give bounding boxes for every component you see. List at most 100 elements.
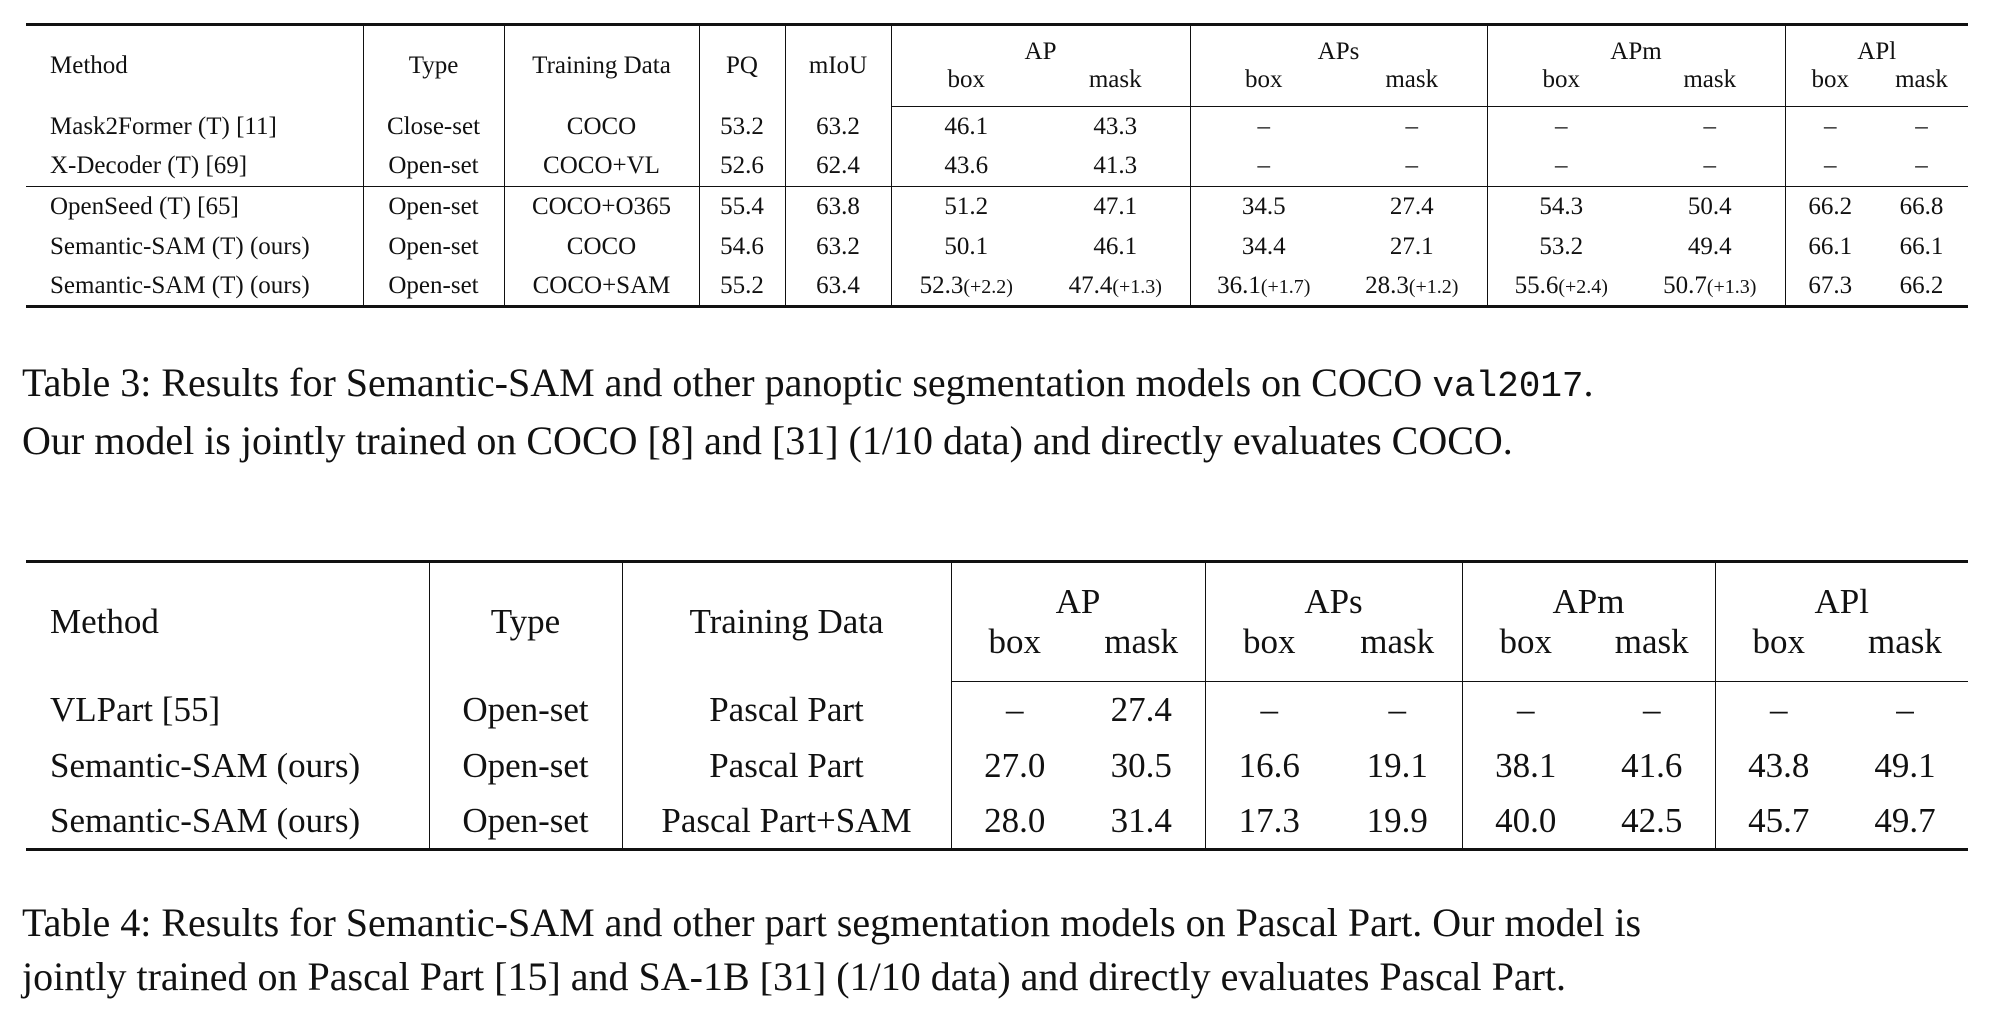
group-header: APs [1190,24,1488,66]
table-3-caption: Table 3: Results for Semantic-SAM and ot… [22,356,1594,468]
cell: COCO+O365 [504,186,700,227]
cell: 66.1 [1808,232,1853,260]
cell: COCO [504,106,700,147]
sub-header: mask [1842,621,1968,682]
cell: 31.4 [1078,793,1206,850]
column-header: PQ [699,24,786,107]
cell: 50.1 [944,232,989,260]
cell: 55.6(+2.4) [1487,267,1635,307]
table-row: Semantic-SAM (T) (ours) Open-set COCO+SAM 5… [26,266,1968,307]
table-head: Method Type Training Data AP APs APm APl box mas… [26,561,1968,682]
cell: – [1770,689,1788,729]
cell: 63.8 [785,186,892,227]
cell: 27.0 [984,745,1046,785]
cell-value: 36.1 [1217,271,1261,299]
cell: Open-set [363,146,505,187]
cell: – [1555,152,1568,180]
sub-header: mask [1337,65,1488,107]
sub-header: box [1205,621,1333,682]
table-row: Semantic-SAM (ours) Open-set Pascal Part 27… [26,737,1968,794]
cell: – [1337,146,1488,187]
cell: Pascal Part+SAM [622,793,952,850]
cell: COCO+SAM [504,266,700,307]
column-header: Type [363,24,505,107]
cell: 66.8 [1875,186,1968,227]
cell: 62.4 [785,146,892,187]
cell: Semantic-SAM (ours) [26,737,430,794]
caption-code: val2017 [1432,366,1584,407]
table-4-caption: Table 4: Results for Semantic-SAM and ot… [22,896,1641,1004]
table-row: Semantic-SAM (T) (ours) Open-set COCO 54.6 6… [26,226,1968,267]
cell: – [1635,146,1786,187]
cell: 53.2 [699,106,786,147]
cell: 63.2 [785,226,892,267]
column-header: Type [429,561,623,682]
cell: 67.3 [1808,271,1853,299]
cell: 34.4 [1241,232,1286,260]
column-header: Training Data [504,24,700,107]
cell: 28.0 [984,800,1046,840]
cell: 34.5 [1190,186,1337,227]
cell: 19.9 [1333,793,1463,850]
cell: 66.1 [1899,232,1944,260]
cell: Open-set [363,186,505,227]
cell-value: 55.6 [1514,271,1559,299]
cell: 55.2 [699,266,786,307]
table-row: X-Decoder (T) [69] Open-set COCO+VL 52.6 62.… [26,146,1968,187]
column-header: Method [26,561,430,682]
table-row: Semantic-SAM (ours) Open-set Pascal Part+S… [26,793,1968,850]
cell: 30.5 [1078,737,1206,794]
cell: 53.2 [1539,232,1584,260]
caption-text: Our model is jointly trained on COCO [8]… [22,418,1513,463]
cell: 17.3 [1238,800,1300,840]
sub-header: box [951,621,1078,682]
table-body: Mask2Former (T) [11] Close-set COCO 53.2 63.… [26,106,1968,307]
cell: VLPart [55] [26,681,430,738]
cell: COCO [504,226,700,267]
cell: – [1333,681,1463,738]
sub-header: box [1190,65,1337,107]
caption-line: Our model is jointly trained on COCO [8]… [22,414,1594,468]
column-header: Training Data [622,561,952,682]
cell: – [1337,106,1488,147]
sub-header: mask [1041,65,1191,107]
cell: Open-set [429,681,623,738]
group-header: APs [1205,561,1463,622]
cell: 49.1 [1874,745,1936,785]
group-header: AP [891,24,1191,66]
caption-text: Table 4: Results for Semantic-SAM and ot… [22,900,1642,945]
cell: Close-set [363,106,505,147]
cell: X-Decoder (T) [69] [26,146,364,187]
header-row: box mask box mask box mask box mask [26,65,1968,107]
cell: 28.3(+1.2) [1337,266,1488,307]
cell: 46.1 [944,112,989,140]
cell: 45.7 [1748,800,1810,840]
table-3: Method Type Training Data PQ mIoU AP APs APm APl… [26,23,1968,308]
cell-delta: (+1.2) [1408,275,1459,298]
cell: 52.3(+2.2) [891,267,1041,307]
group-header: AP [951,561,1206,622]
sub-header: mask [1078,621,1206,682]
cell: – [1824,112,1837,140]
column-header: Method [26,24,364,107]
column-header: mIoU [785,24,892,107]
header-row: box mask box mask box mask box mask [26,621,1968,682]
cell-delta: (+1.3) [1706,275,1757,298]
cell: Open-set [363,266,505,307]
cell: Pascal Part [622,681,952,738]
cell: – [1257,112,1271,140]
cell: Open-set [429,793,623,850]
cell: – [1915,152,1928,180]
cell-delta: (+1.3) [1112,275,1162,298]
table-body: VLPart [55] Open-set Pascal Part –27.4– – – – –… [26,681,1968,850]
cell: 42.5 [1589,793,1716,850]
cell: 49.4 [1635,226,1786,267]
cell: COCO+VL [504,146,700,187]
cell: 19.1 [1333,737,1463,794]
cell: 50.7(+1.3) [1635,266,1786,307]
cell: 43.6 [944,152,989,180]
cell: 63.4 [785,266,892,307]
sub-header: box [1462,621,1589,682]
cell: – [1006,689,1024,729]
cell: 50.4 [1635,186,1786,227]
